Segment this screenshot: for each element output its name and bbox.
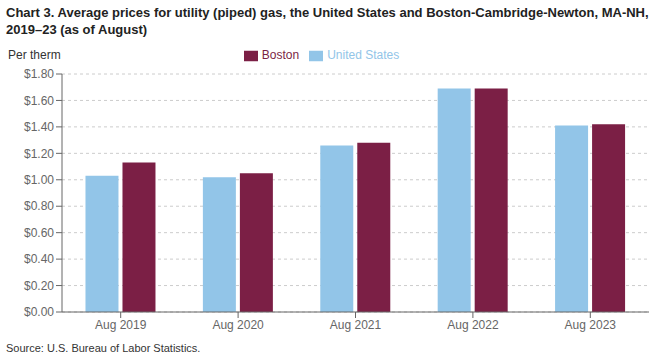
svg-text:$1.00: $1.00 <box>24 173 54 187</box>
svg-text:$0.00: $0.00 <box>24 305 54 319</box>
html-text:Source: U.S. Bureau of Labor S: Source: U.S. Bureau of Labor Statistics. <box>6 342 201 354</box>
svg-text:Aug 2019: Aug 2019 <box>95 318 147 332</box>
svg-text:Aug 2021: Aug 2021 <box>330 318 382 332</box>
html-text:Chart 3. Average prices for ut: Chart 3. Average prices for utility (pip… <box>6 5 649 37</box>
html-text:Boston: Boston <box>261 48 300 62</box>
html-text:Per therm: Per therm <box>8 48 61 62</box>
svg-text:$0.60: $0.60 <box>24 226 54 240</box>
svg-text:$1.80: $1.80 <box>24 67 54 81</box>
svg-text:$0.40: $0.40 <box>24 252 54 266</box>
svg-text:Aug 2023: Aug 2023 <box>565 318 617 332</box>
svg-text:$0.80: $0.80 <box>24 199 54 213</box>
svg-text:Aug 2022: Aug 2022 <box>447 318 499 332</box>
svg-text:$1.40: $1.40 <box>24 120 54 134</box>
svg-text:$0.20: $0.20 <box>24 279 54 293</box>
html-text:United States: United States <box>327 48 400 62</box>
svg-text:Aug 2020: Aug 2020 <box>212 318 264 332</box>
svg-text:$1.60: $1.60 <box>24 94 54 108</box>
svg-text:$1.20: $1.20 <box>24 147 54 161</box>
